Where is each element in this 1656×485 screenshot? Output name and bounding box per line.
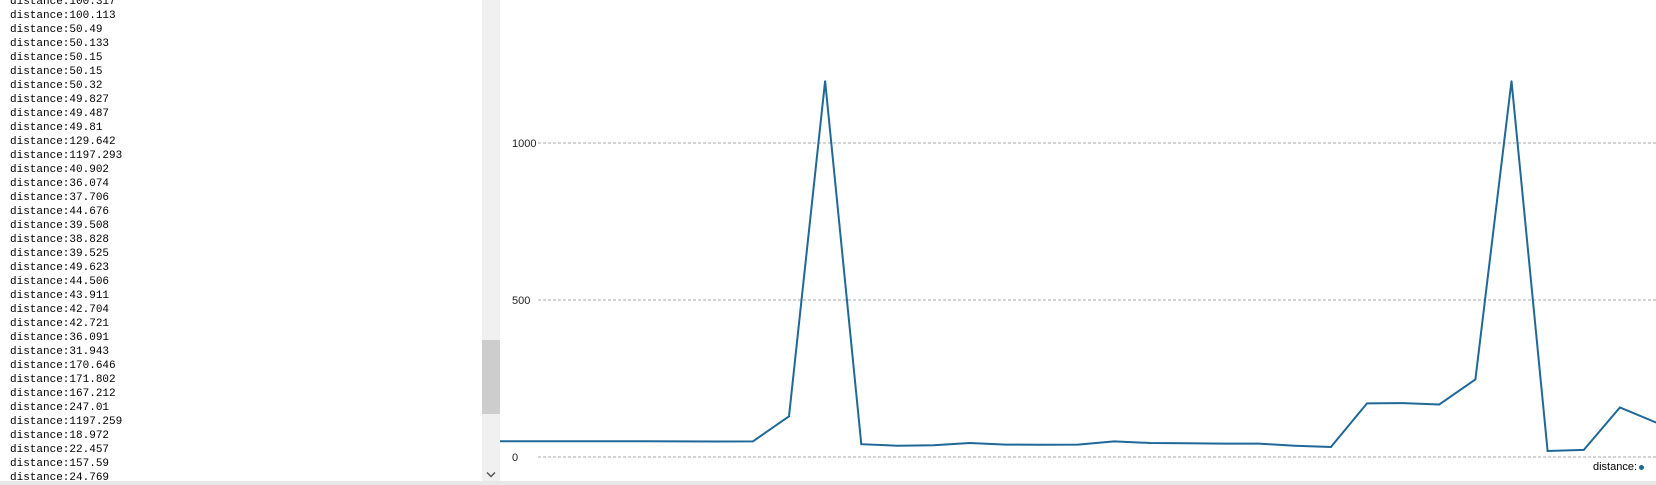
log-line: distance:38.828	[10, 234, 110, 246]
log-line: distance:36.074	[10, 178, 110, 190]
log-line: distance:42.704	[10, 304, 110, 316]
data-point	[500, 440, 501, 442]
log-line: distance:49.487	[10, 108, 110, 120]
log-line: distance:40.902	[10, 164, 110, 176]
log-line: distance:22.457	[10, 444, 110, 456]
log-line: distance:247.01	[10, 402, 110, 414]
serial-plotter: 050010001500 distance:	[500, 0, 1656, 485]
log-line: distance:100.113	[10, 10, 116, 22]
data-point	[1221, 442, 1224, 445]
log-line: distance:18.972	[10, 430, 110, 442]
data-point	[968, 442, 971, 444]
data-point	[1185, 442, 1188, 445]
log-line: distance:50.15	[10, 66, 103, 78]
data-point	[932, 444, 935, 446]
log-line: distance:36.091	[10, 332, 110, 344]
data-point	[643, 440, 646, 443]
y-tick-label: 500	[512, 295, 530, 307]
data-point	[1582, 449, 1585, 451]
data-point	[679, 440, 682, 443]
log-line: distance:44.676	[10, 206, 110, 218]
log-line: distance:50.49	[10, 24, 103, 36]
scroll-down-arrow-icon[interactable]	[482, 467, 500, 483]
log-line: distance:31.943	[10, 346, 110, 358]
data-point	[1474, 378, 1477, 381]
log-line: distance:1197.293	[10, 150, 123, 162]
data-point	[1619, 406, 1621, 409]
log-line: distance:42.721	[10, 318, 110, 330]
legend-label: distance:	[1592, 461, 1637, 473]
legend[interactable]: distance:	[1593, 461, 1644, 473]
data-point	[1510, 80, 1513, 82]
data-point	[1402, 402, 1404, 404]
series-line-distance	[500, 80, 1656, 453]
log-line: distance:49.623	[10, 262, 110, 274]
data-point	[715, 440, 718, 443]
log-line: distance:37.706	[10, 192, 110, 204]
log-line: distance:167.212	[10, 388, 116, 400]
data-point	[1546, 450, 1549, 452]
data-point	[860, 443, 863, 445]
log-line: distance:44.506	[10, 276, 110, 288]
serial-monitor-output[interactable]: distance:100.317 distance:100.113 distance…	[0, 0, 482, 485]
data-point	[1330, 446, 1332, 448]
scrollbar-thumb[interactable]	[482, 340, 500, 414]
log-line: distance:50.133	[10, 38, 110, 50]
log-line: distance:50.32	[10, 80, 103, 92]
data-point	[1113, 440, 1115, 443]
log-line: distance:1197.259	[10, 416, 123, 428]
bottom-border	[0, 481, 1656, 485]
plot-area: 050010001500	[500, 80, 1656, 464]
log-line: distance:39.508	[10, 220, 110, 232]
serial-log: distance:100.317 distance:100.113 distance…	[10, 0, 480, 485]
data-point	[1077, 443, 1079, 446]
data-point	[896, 444, 899, 447]
log-line: distance:129.642	[10, 136, 116, 148]
y-tick-label: 0	[512, 452, 518, 464]
data-point	[1004, 443, 1007, 446]
y-tick-label: 1000	[512, 138, 536, 150]
data-point	[571, 440, 574, 443]
log-line: distance:43.911	[10, 290, 110, 302]
data-point	[607, 440, 610, 443]
serial-monitor-scrollbar[interactable]	[482, 0, 500, 485]
data-point	[1149, 442, 1152, 444]
log-line: distance:171.802	[10, 374, 116, 386]
data-point	[752, 440, 754, 443]
log-line: distance:100.317	[10, 0, 116, 8]
data-point	[788, 415, 790, 418]
data-point	[1257, 442, 1260, 445]
log-line: distance:50.15	[10, 52, 103, 64]
legend-dot-icon	[1639, 464, 1644, 470]
log-line: distance:39.525	[10, 248, 110, 260]
log-line: distance:157.59	[10, 458, 110, 470]
log-line: distance:170.646	[10, 360, 116, 372]
log-line: distance:49.81	[10, 122, 103, 134]
data-point	[1438, 403, 1441, 406]
data-point	[824, 80, 826, 82]
log-line: distance:49.827	[10, 94, 110, 106]
data-point	[1366, 402, 1368, 405]
data-point	[1041, 444, 1043, 446]
data-point	[1293, 444, 1296, 447]
data-point	[535, 440, 537, 443]
